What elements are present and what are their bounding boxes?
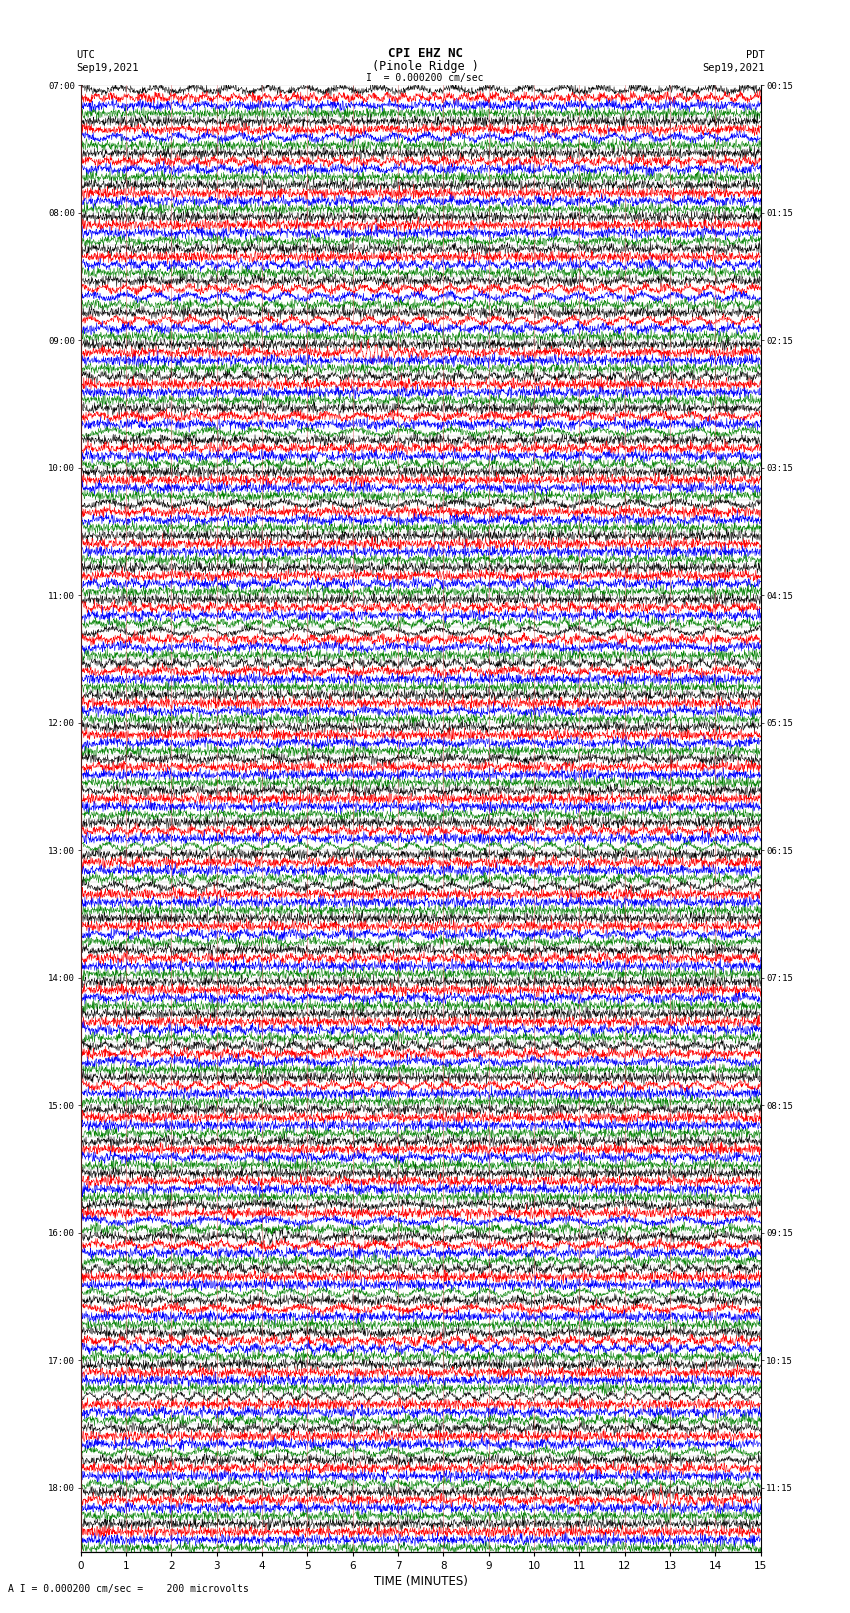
- Text: CPI EHZ NC: CPI EHZ NC: [388, 47, 462, 60]
- Text: (Pinole Ridge ): (Pinole Ridge ): [371, 60, 479, 73]
- Text: Sep19,2021: Sep19,2021: [702, 63, 765, 73]
- Text: I  = 0.000200 cm/sec: I = 0.000200 cm/sec: [366, 73, 484, 84]
- X-axis label: TIME (MINUTES): TIME (MINUTES): [374, 1574, 468, 1587]
- Text: Sep19,2021: Sep19,2021: [76, 63, 139, 73]
- Text: A I = 0.000200 cm/sec =    200 microvolts: A I = 0.000200 cm/sec = 200 microvolts: [8, 1584, 249, 1594]
- Text: UTC: UTC: [76, 50, 95, 60]
- Text: PDT: PDT: [746, 50, 765, 60]
